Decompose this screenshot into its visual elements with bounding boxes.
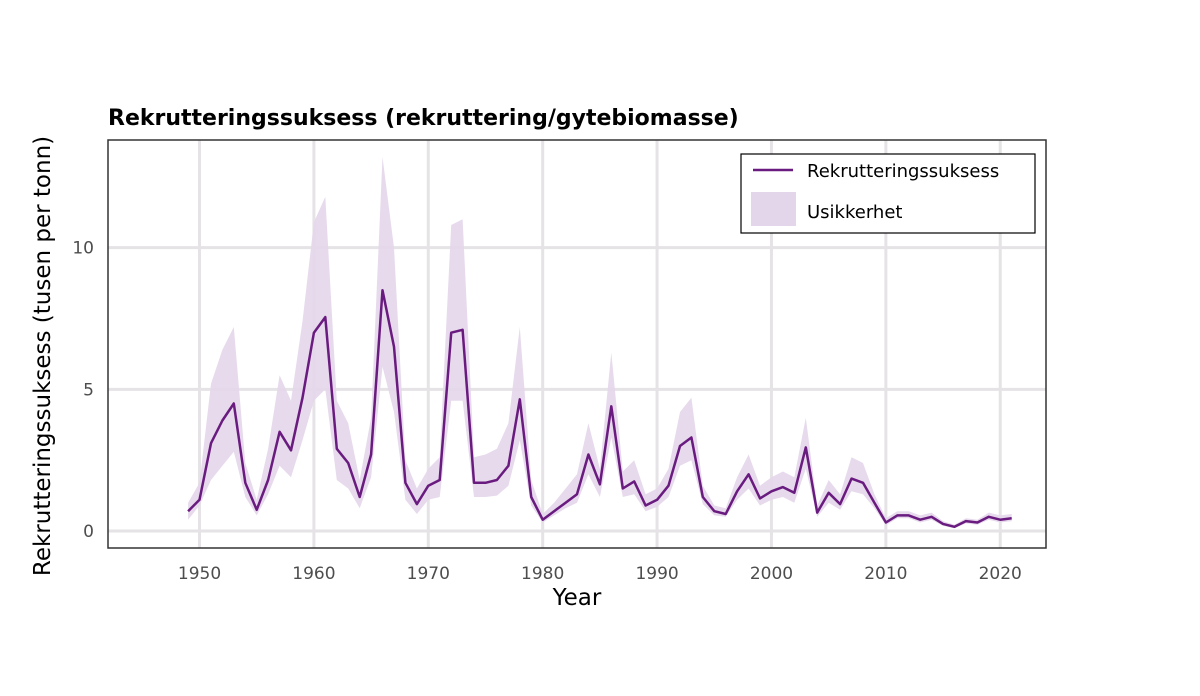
uncertainty-band <box>188 157 1012 529</box>
legend-label-band: Usikkerhet <box>807 202 902 223</box>
x-tick-label: 1980 <box>521 564 564 584</box>
x-tick-label: 1970 <box>407 564 450 584</box>
x-tick-label: 2000 <box>750 564 793 584</box>
x-tick-label: 1990 <box>635 564 678 584</box>
x-tick-label: 2010 <box>864 564 907 584</box>
y-axis-label: Rekrutteringssuksess (tusen per tonn) <box>30 136 56 576</box>
y-tick-label: 0 <box>83 522 94 542</box>
chart-title: Rekrutteringssuksess (rekruttering/gyteb… <box>108 106 739 131</box>
recruitment-success-line <box>187 288 1012 529</box>
x-tick-label: 1950 <box>178 564 221 584</box>
y-axis-ticks: 0 5 10 <box>72 239 94 542</box>
x-axis-ticks: 1950 1960 1970 1980 1990 2000 2010 2020 <box>178 564 1022 584</box>
y-tick-label: 10 <box>72 239 94 259</box>
legend: Rekrutteringssuksess Usikkerhet <box>740 153 1036 234</box>
x-axis-label: Year <box>552 585 602 611</box>
x-tick-label: 2020 <box>979 564 1022 584</box>
plot-panel-border <box>107 139 1047 549</box>
x-tick-label: 1960 <box>292 564 335 584</box>
y-tick-label: 5 <box>83 380 94 400</box>
legend-label-line: Rekrutteringssuksess <box>807 161 999 182</box>
legend-band-swatch <box>751 192 796 226</box>
